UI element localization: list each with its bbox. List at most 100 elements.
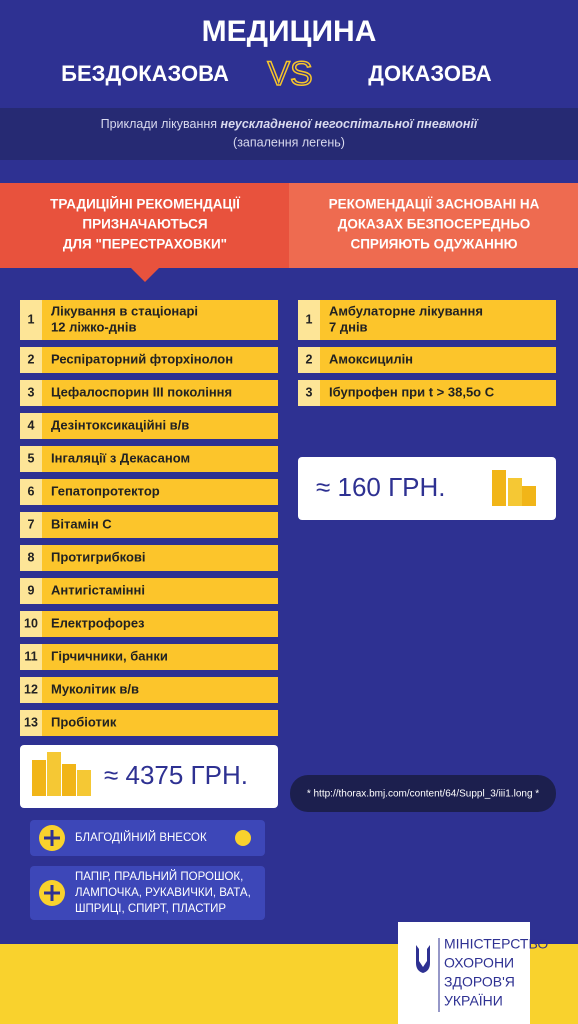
extra-text: ПАПІР, ПРАЛЬНИЙ ПОРОШОК,: [75, 870, 243, 883]
left-label: БЕЗДОКАЗОВА: [61, 61, 229, 86]
item-bg: [20, 611, 278, 637]
coin-icon: [235, 830, 251, 846]
item-number: 1: [28, 312, 35, 326]
title: МЕДИЦИНА: [202, 15, 377, 48]
item-number: 8: [28, 550, 35, 564]
price: ≈ 4375 ГРН.: [104, 760, 248, 790]
ministry-text: УКРАЇНИ: [444, 993, 503, 1009]
item-number-bg: [20, 644, 42, 670]
item-number-bg: [20, 300, 42, 340]
item-bg: [20, 479, 278, 505]
item-number: 2: [306, 352, 313, 366]
ministry-text: ЗДОРОВ'Я: [444, 974, 515, 990]
trident: [416, 945, 430, 973]
item-bg: [20, 347, 278, 373]
item-text: Муколітик в/в: [51, 681, 139, 696]
item-number-bg: [20, 446, 42, 472]
item-bg: [20, 710, 278, 736]
extra-text: БЛАГОДІЙНИЙ ВНЕСОК: [75, 831, 207, 844]
item-number-bg: [20, 545, 42, 571]
coins-icon: [32, 752, 91, 796]
item-number: 9: [28, 583, 35, 597]
item-bg: [20, 413, 278, 439]
item-bg: [298, 347, 556, 373]
item-text: Ібупрофен при t > 38,5o C: [329, 384, 495, 399]
ministry-text: ОХОРОНИ: [444, 955, 514, 971]
footnote-bg: [290, 775, 556, 812]
item-number-bg: [298, 300, 320, 340]
item-text: Електрофорез: [51, 615, 145, 630]
item-number-bg: [20, 611, 42, 637]
item-text: 7 днів: [329, 319, 368, 334]
item-number-bg: [298, 347, 320, 373]
item-bg: [20, 300, 278, 340]
subtitle-prefix: Приклади лікування: [101, 117, 221, 131]
item-text: 12 ліжко-днів: [51, 319, 136, 334]
extra-text: ЛАМПОЧКА, РУКАВИЧКИ, ВАТА,: [75, 887, 251, 899]
price: ≈ 160 ГРН.: [316, 472, 446, 502]
item-number: 12: [24, 682, 38, 696]
item-bg: [20, 578, 278, 604]
item-number-bg: [298, 380, 320, 406]
item-number-bg: [20, 677, 42, 703]
item-text: Гепатопротектор: [51, 483, 160, 498]
item-number-bg: [20, 347, 42, 373]
item-bg: [20, 446, 278, 472]
heading-line: ТРАДИЦІЙНІ РЕКОМЕНДАЦІЇ: [50, 197, 241, 212]
price-box: [298, 457, 556, 520]
item-text: Пробіотик: [51, 714, 117, 729]
coins-icon: [492, 470, 536, 506]
item-number: 4: [28, 418, 35, 432]
subtitle-band: [0, 108, 578, 160]
heading-line: СПРИЯЮТЬ ОДУЖАННЮ: [350, 237, 517, 252]
item-bg: [298, 300, 556, 340]
item-number: 5: [28, 451, 35, 465]
item-bg: [20, 512, 278, 538]
item-number: 11: [24, 649, 37, 663]
extra-text: ШПРИЦІ, СПИРТ, ПЛАСТИР: [75, 903, 226, 915]
item-text: Цефалоспорин ІІІ покоління: [51, 384, 232, 399]
extra-bg: [30, 866, 265, 920]
ministry-text: МІНІСТЕРСТВО: [444, 936, 548, 952]
item-bg: [20, 644, 278, 670]
item-text: Антигістамінні: [51, 582, 145, 597]
item-text: Амоксицилін: [329, 351, 413, 366]
item-text: Вітамін С: [51, 516, 112, 531]
item-bg: [20, 677, 278, 703]
item-number-bg: [20, 479, 42, 505]
item-number: 3: [306, 385, 313, 399]
right-label: ДОКАЗОВА: [368, 61, 491, 86]
item-number: 6: [28, 484, 35, 498]
item-text: Дезінтоксикаційні в/в: [51, 417, 189, 432]
item-text: Протигрибкові: [51, 549, 146, 564]
vs: VS: [267, 55, 312, 93]
left-heading-bg: [0, 183, 289, 268]
subtitle-emphasis: неускладненої негоспітальної пневмонії: [221, 117, 479, 131]
ministry-box: [398, 922, 530, 1024]
item-bg: [20, 380, 278, 406]
item-number-bg: [20, 512, 42, 538]
item-bg: [298, 380, 556, 406]
item-text: Респіраторний фторхінолон: [51, 351, 233, 366]
plus-sign: [44, 830, 60, 846]
item-number-bg: [20, 380, 42, 406]
pointer: [131, 268, 159, 282]
item-number: 1: [306, 312, 313, 326]
item-number-bg: [20, 413, 42, 439]
item-number: 3: [28, 385, 35, 399]
right-heading-bg: [289, 183, 578, 268]
heading-line: РЕКОМЕНДАЦІЇ ЗАСНОВАНІ НА: [329, 197, 540, 212]
heading-line: ДЛЯ "ПЕРЕСТРАХОВКИ": [63, 237, 227, 252]
extra-bg: [30, 820, 265, 856]
item-number: 13: [24, 715, 38, 729]
item-number: 10: [24, 616, 38, 630]
plus-sign: [44, 885, 60, 901]
item-text: Амбулаторне лікування: [329, 303, 483, 318]
item-number-bg: [20, 578, 42, 604]
heading-line: ПРИЗНАЧАЮТЬСЯ: [82, 217, 207, 232]
footnote: * http://thorax.bmj.com/content/64/Suppl…: [307, 789, 539, 800]
subtitle: Приклади лікування неускладненої негоспі…: [101, 117, 479, 131]
item-text: Інгаляції з Декасаном: [51, 450, 190, 465]
item-text: Лікування в стаціонарі: [51, 303, 198, 318]
